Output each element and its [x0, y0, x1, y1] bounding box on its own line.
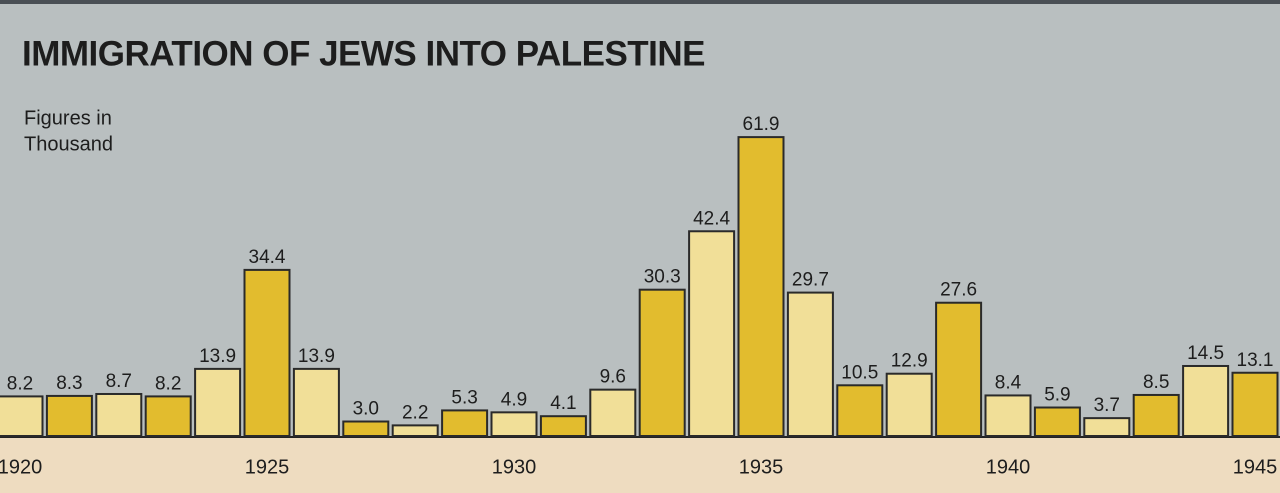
bar [786, 291, 834, 437]
bar [1132, 393, 1180, 438]
bar [95, 392, 143, 437]
bar [0, 395, 44, 437]
value-label: 3.0 [353, 399, 379, 420]
bar [1033, 406, 1081, 437]
bar [45, 394, 93, 437]
bar [243, 268, 291, 438]
value-label: 13.9 [199, 346, 236, 367]
x-tick-label: 1945 [1233, 456, 1278, 478]
value-label: 9.6 [600, 367, 626, 388]
bar [441, 409, 489, 437]
value-label: 8.2 [7, 373, 33, 394]
value-label: 8.7 [106, 371, 132, 392]
bar [885, 372, 933, 437]
bar [836, 384, 884, 437]
x-tick-label: 1920 [0, 456, 42, 478]
bar [1083, 417, 1131, 437]
value-label: 61.9 [743, 114, 780, 135]
value-label: 30.3 [644, 267, 681, 288]
value-label: 8.3 [56, 373, 82, 394]
value-label: 42.4 [693, 208, 730, 229]
x-tick-label: 1940 [986, 456, 1031, 478]
value-label: 13.1 [1237, 350, 1274, 371]
value-label: 29.7 [792, 270, 829, 291]
bar [490, 411, 538, 437]
bar [638, 288, 686, 437]
bar [737, 136, 785, 438]
value-label: 8.4 [995, 372, 1022, 393]
value-label: 2.2 [402, 402, 428, 423]
value-label: 34.4 [249, 247, 286, 268]
value-label: 4.9 [501, 389, 527, 410]
x-tick-label: 1935 [739, 456, 784, 478]
value-label: 12.9 [891, 351, 928, 372]
bar [1231, 371, 1279, 438]
bar [984, 394, 1032, 438]
bar [144, 395, 192, 437]
x-tick-label: 1930 [492, 456, 537, 478]
value-label: 27.6 [940, 280, 977, 301]
bar [1182, 364, 1230, 437]
value-label: 3.7 [1094, 395, 1120, 416]
chart-title: IMMIGRATION OF JEWS INTO PALESTINE [22, 34, 705, 73]
value-label: 5.9 [1044, 385, 1070, 406]
axis-strip [0, 437, 1280, 493]
value-label: 8.5 [1143, 372, 1169, 393]
value-label: 13.9 [298, 346, 335, 367]
top-border [0, 0, 1280, 4]
bar [589, 388, 637, 438]
x-tick-label: 1925 [245, 456, 290, 478]
subtitle: Figures in [24, 107, 112, 129]
bar [194, 367, 242, 437]
bar [688, 230, 736, 437]
value-label: 5.3 [451, 387, 477, 408]
value-label: 10.5 [841, 362, 878, 383]
value-label: 14.5 [1187, 343, 1224, 364]
value-label: 4.1 [550, 393, 576, 414]
bar [391, 424, 439, 437]
bar [935, 301, 983, 437]
value-label: 8.2 [155, 373, 181, 394]
bar [539, 415, 587, 437]
bar [292, 367, 340, 437]
subtitle: Thousand [24, 133, 113, 155]
bar [342, 420, 390, 437]
